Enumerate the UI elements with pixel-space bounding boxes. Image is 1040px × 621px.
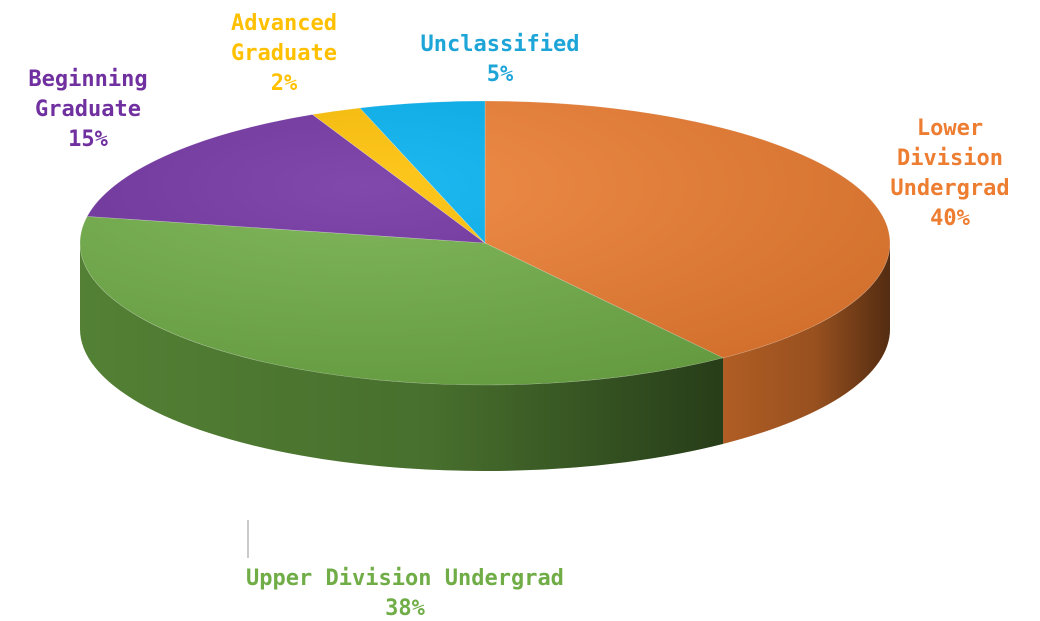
slice-value-label-1: 38% bbox=[385, 596, 425, 621]
slice-value-label-3: 2% bbox=[271, 71, 298, 96]
pie-slice-side-shade-0 bbox=[723, 243, 890, 444]
slice-label-0-line-2: Undergrad bbox=[890, 176, 1009, 201]
slice-value-label-4: 5% bbox=[487, 62, 514, 87]
slice-label-3-line-0: Advanced bbox=[231, 11, 337, 36]
pie-top-sheen bbox=[80, 101, 890, 385]
pie-top-layer bbox=[79, 100, 891, 386]
pie-label-layer: Lower Division Undergrad 40% Upper Division … bbox=[28, 11, 1009, 621]
pie-slice-side-shade-1 bbox=[80, 243, 724, 471]
slice-label-4-line-0: Unclassified bbox=[421, 32, 580, 57]
slice-label-0-line-0: Lower bbox=[917, 116, 983, 141]
slice-value-label-0: 40% bbox=[930, 206, 970, 231]
slice-label-2-line-1: Graduate bbox=[35, 97, 141, 122]
slice-label-0-line-1: Division bbox=[897, 146, 1003, 171]
pie-side-layer bbox=[80, 243, 890, 471]
slice-label-3-line-1: Graduate bbox=[231, 41, 337, 66]
slice-label-1-line-0: Upper Division Undergrad bbox=[246, 566, 564, 591]
slice-value-label-2: 15% bbox=[68, 127, 108, 152]
slice-label-2-line-0: Beginning bbox=[28, 67, 147, 92]
